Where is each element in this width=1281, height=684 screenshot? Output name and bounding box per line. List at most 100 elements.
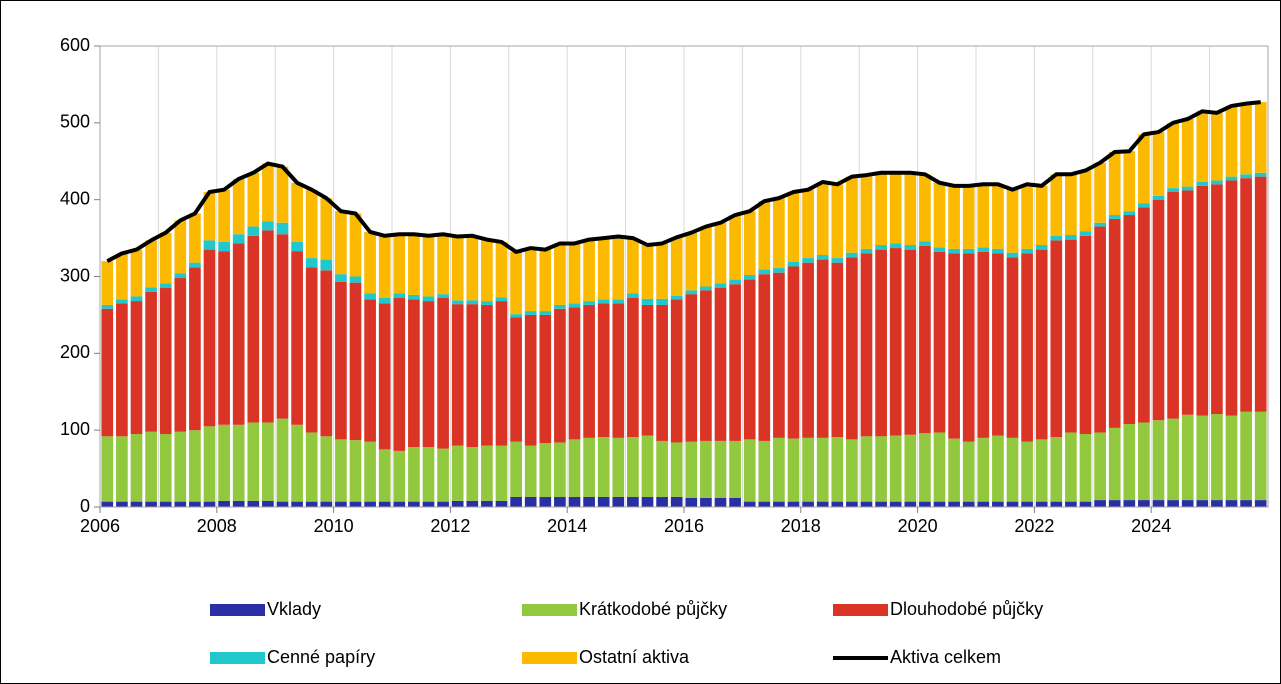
bar-segment [1021, 253, 1033, 442]
bar-segment [159, 501, 172, 507]
bar-segment [802, 501, 814, 507]
bar-segment [1225, 105, 1238, 177]
bar-segment [627, 238, 639, 294]
bar-segment [700, 286, 712, 291]
bar-segment [1079, 170, 1092, 232]
legend-label: Ostatní aktiva [579, 647, 690, 667]
bar-segment [451, 304, 464, 446]
bar-segment [1079, 501, 1092, 507]
bar-segment [159, 434, 172, 502]
bar-segment [1108, 218, 1121, 428]
bar-segment [831, 501, 844, 507]
bar-segment [758, 440, 771, 502]
bar-segment [758, 274, 771, 441]
bar-segment [276, 222, 289, 235]
bar-segment [101, 436, 114, 502]
bar-segment [539, 311, 552, 315]
legend-swatch [522, 652, 577, 664]
bar-segment [1050, 501, 1063, 507]
bar-segment [247, 235, 260, 423]
bar-segment [101, 261, 114, 305]
legend-label: Vklady [267, 599, 321, 619]
bar-segment [889, 172, 902, 244]
bar-segment [1006, 189, 1019, 253]
bar-segment [1138, 422, 1150, 501]
bar-segment [904, 249, 917, 435]
bar-segment [218, 189, 230, 242]
bar-segment [437, 501, 449, 507]
bar-segment [597, 299, 610, 304]
bar-segment [1167, 500, 1179, 507]
bar-segment [1065, 174, 1077, 236]
bar-segment [1211, 112, 1223, 181]
bar-segment [787, 261, 800, 267]
bar-segment [597, 303, 610, 438]
bar-segment [977, 501, 990, 507]
bar-segment [116, 501, 128, 507]
bar-segment [1079, 434, 1092, 502]
bar-segment [1108, 152, 1121, 216]
bar-segment [378, 449, 391, 502]
x-tick-label: 2006 [80, 516, 120, 536]
bar-segment [422, 301, 435, 448]
bar-segment [962, 185, 975, 249]
bar-segment [378, 298, 391, 304]
bar-segment [116, 299, 128, 304]
bar-segment [1211, 184, 1223, 415]
bar-segment [320, 198, 333, 260]
bar-segment [1021, 501, 1033, 507]
bar-segment [1094, 226, 1106, 433]
bar-segment [700, 290, 712, 441]
bar-segment [1196, 415, 1209, 501]
bar-segment [320, 259, 333, 271]
bar-segment [583, 301, 595, 305]
bar-segment [773, 268, 785, 273]
bar-segment [992, 501, 1004, 507]
bar-segment [116, 436, 128, 502]
bar-segment [305, 189, 318, 259]
legend-label: Cenné papíry [267, 647, 375, 667]
bar-segment [524, 311, 537, 315]
bar-segment [203, 501, 216, 507]
bar-segment [656, 497, 668, 507]
y-tick-label: 200 [60, 342, 90, 362]
bar-segment [1094, 162, 1106, 223]
bar-segment [846, 257, 858, 440]
bar-segment [554, 308, 566, 443]
bar-segment [130, 249, 143, 297]
bar-segment [159, 283, 172, 289]
bar-segment [1254, 102, 1267, 173]
bar-segment [787, 266, 800, 439]
bar-segment [305, 501, 318, 507]
bar-segment [597, 238, 610, 300]
bar-segment [758, 501, 771, 507]
bar-segment [685, 290, 698, 295]
bar-segment [1211, 500, 1223, 507]
bar-segment [773, 198, 785, 269]
bar-segment [1181, 118, 1194, 187]
bar-segment [1094, 222, 1106, 227]
total-line [106, 100, 1261, 263]
bar-segment [101, 304, 114, 309]
bar-segment [305, 267, 318, 433]
bar-segment [992, 184, 1004, 249]
bar-segment [816, 181, 829, 255]
bar-segment [1181, 190, 1194, 415]
bar-segment [889, 248, 902, 436]
bar-segment [130, 434, 143, 502]
bar-segment [130, 301, 143, 435]
bar-segment [174, 220, 187, 274]
bar-segment [378, 501, 391, 507]
bar-segment [451, 300, 464, 305]
bar-segment [1021, 441, 1033, 502]
bar-segment [641, 244, 654, 299]
bar-segment [1152, 132, 1165, 196]
bar-segment [495, 297, 508, 302]
bar-segment [291, 241, 303, 252]
bar-segment [524, 314, 537, 446]
bar-segment [203, 249, 216, 427]
bar-segment [714, 283, 727, 289]
bar-segment [1035, 249, 1048, 440]
bar-segment [670, 299, 683, 443]
bar-segment [787, 438, 800, 502]
